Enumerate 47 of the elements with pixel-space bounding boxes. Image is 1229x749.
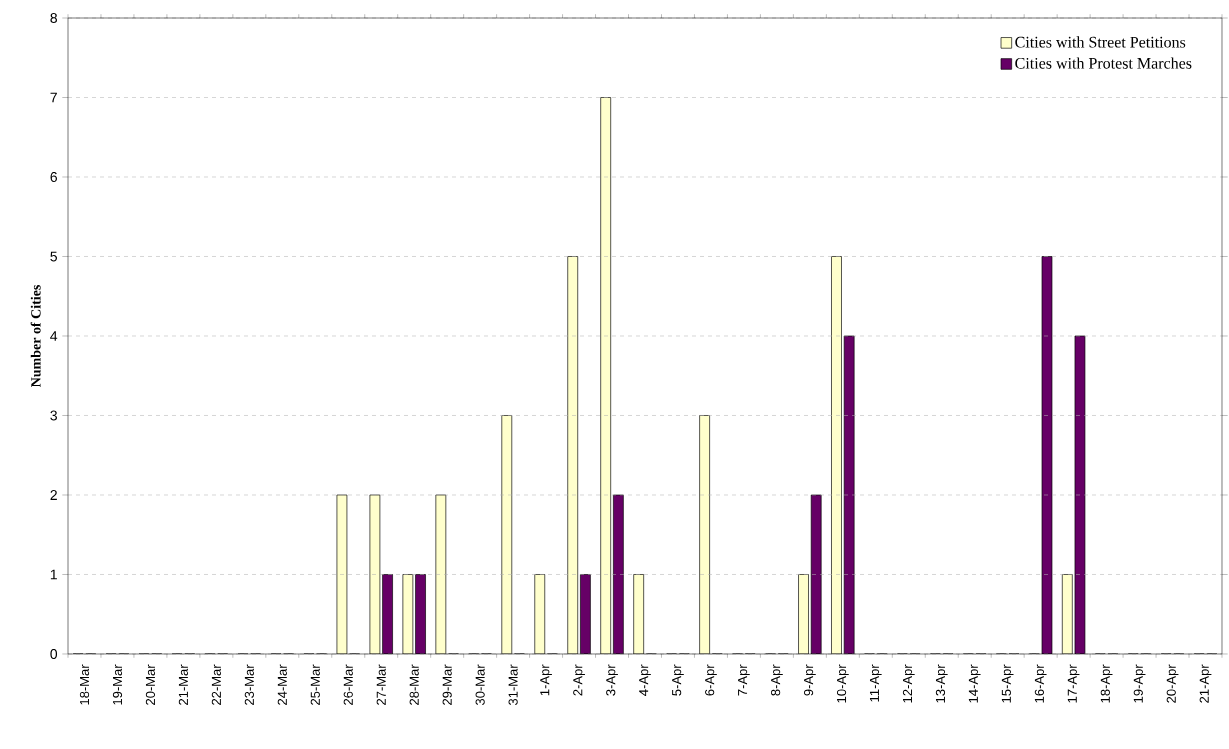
x-tick-label: 15-Apr	[1001, 664, 1014, 703]
x-tick-label: 21-Apr	[1199, 664, 1212, 703]
x-tick-label: 14-Apr	[968, 664, 981, 703]
y-tick-label: 1	[50, 569, 57, 580]
x-tick-label: 29-Mar	[442, 664, 452, 705]
y-tick-label: 6	[50, 172, 57, 182]
x-tick-label: 13-Apr	[935, 664, 948, 703]
y-tick-label: 5	[50, 251, 58, 262]
x-tick-label: 3-Apr	[606, 664, 618, 696]
x-tick-label: 21-Mar	[178, 664, 189, 705]
x-tick-label: 2-Apr	[573, 664, 585, 696]
y-axis-title: Number of Cities	[30, 285, 41, 388]
x-tick-label: 8-Apr	[771, 664, 783, 696]
x-tick-label: 7-Apr	[738, 664, 750, 696]
x-tick-label: 11-Apr	[869, 664, 882, 702]
x-tick-label: 20-Apr	[1166, 664, 1179, 703]
x-tick-label: 28-Mar	[409, 664, 419, 705]
y-tick-label: 3	[50, 410, 57, 421]
x-tick-label: 4-Apr	[639, 664, 651, 696]
x-tick-label: 16-Apr	[1034, 664, 1047, 703]
x-tick-label: 27-Mar	[376, 664, 386, 705]
x-tick-label: 10-Apr	[836, 664, 849, 703]
x-tick-label: 18-Apr	[1100, 664, 1113, 703]
y-tick-label: 7	[50, 92, 57, 103]
legend-label: Cities with Protest Marches	[1015, 57, 1192, 69]
y-tick-label: 8	[50, 13, 57, 23]
x-tick-label: 19-Apr	[1133, 664, 1146, 703]
x-tick-label: 31-Mar	[508, 664, 518, 706]
x-tick-label: 18-Mar	[79, 664, 90, 705]
x-tick-label: 5-Apr	[672, 664, 684, 696]
x-tick-label: 19-Mar	[112, 664, 123, 705]
x-tick-label: 25-Mar	[310, 664, 320, 705]
y-tick-label: 4	[50, 331, 58, 341]
x-tick-label: 22-Mar	[211, 664, 221, 705]
x-tick-label: 24-Mar	[277, 664, 287, 705]
legend-label: Cities with Street Petitions	[1015, 36, 1186, 48]
x-tick-label: 17-Apr	[1067, 664, 1080, 703]
y-tick-label: 0	[50, 649, 58, 659]
x-tick-label: 20-Mar	[145, 664, 156, 705]
x-tick-label: 23-Mar	[244, 664, 254, 705]
y-tick-label: 2	[50, 490, 57, 500]
x-tick-label: 30-Mar	[475, 664, 485, 706]
x-tick-label: 9-Apr	[803, 664, 816, 696]
x-tick-label: 1-Apr	[540, 664, 552, 696]
x-tick-label: 12-Apr	[902, 664, 915, 703]
x-tick-label: 6-Apr	[705, 664, 717, 696]
x-tick-label: 26-Mar	[343, 664, 353, 705]
